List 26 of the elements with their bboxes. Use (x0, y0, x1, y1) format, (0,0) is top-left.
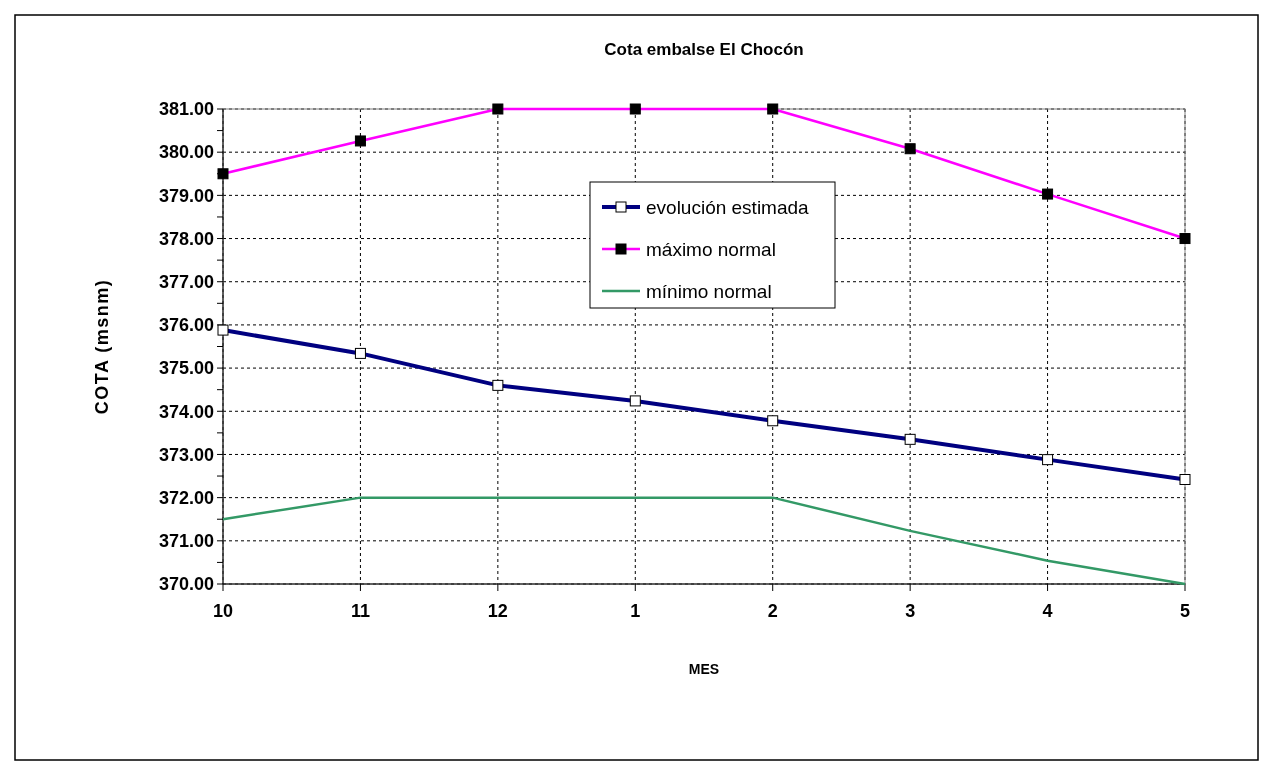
y-tick-label: 379.00 (158, 185, 214, 206)
chart-title: Cota embalse El Chocón (604, 40, 804, 59)
y-tick-label: 377.00 (158, 272, 214, 293)
x-tick-label: 5 (1179, 601, 1191, 621)
y-tick-label: 381.00 (158, 99, 214, 120)
legend-label: mínimo normal (646, 280, 772, 302)
x-tick-label: 2 (767, 601, 778, 621)
x-axis-title: MES (688, 661, 720, 677)
y-tick-label: 372.00 (158, 487, 214, 508)
x-tick-label: 1 (630, 601, 641, 621)
legend-label: máximo normal (646, 238, 776, 260)
y-tick-label: 373.00 (158, 444, 214, 465)
y-tick-label: 380.00 (158, 142, 214, 163)
y-tick-label: 370.00 (158, 574, 214, 595)
x-tick-label: 10 (212, 601, 234, 621)
x-tick-label: 3 (905, 601, 916, 621)
x-tick-label: 11 (350, 601, 370, 621)
y-tick-label: 371.00 (158, 531, 214, 552)
legend-label: evolución estimada (646, 196, 810, 218)
y-tick-label: 378.00 (158, 228, 214, 249)
y-tick-label: 376.00 (158, 315, 214, 336)
x-tick-label: 12 (487, 601, 508, 621)
y-axis-title: COTA (msnm) (92, 278, 112, 415)
y-tick-label: 374.00 (158, 401, 214, 422)
y-tick-label: 375.00 (158, 358, 214, 379)
x-tick-label: 4 (1042, 601, 1053, 621)
